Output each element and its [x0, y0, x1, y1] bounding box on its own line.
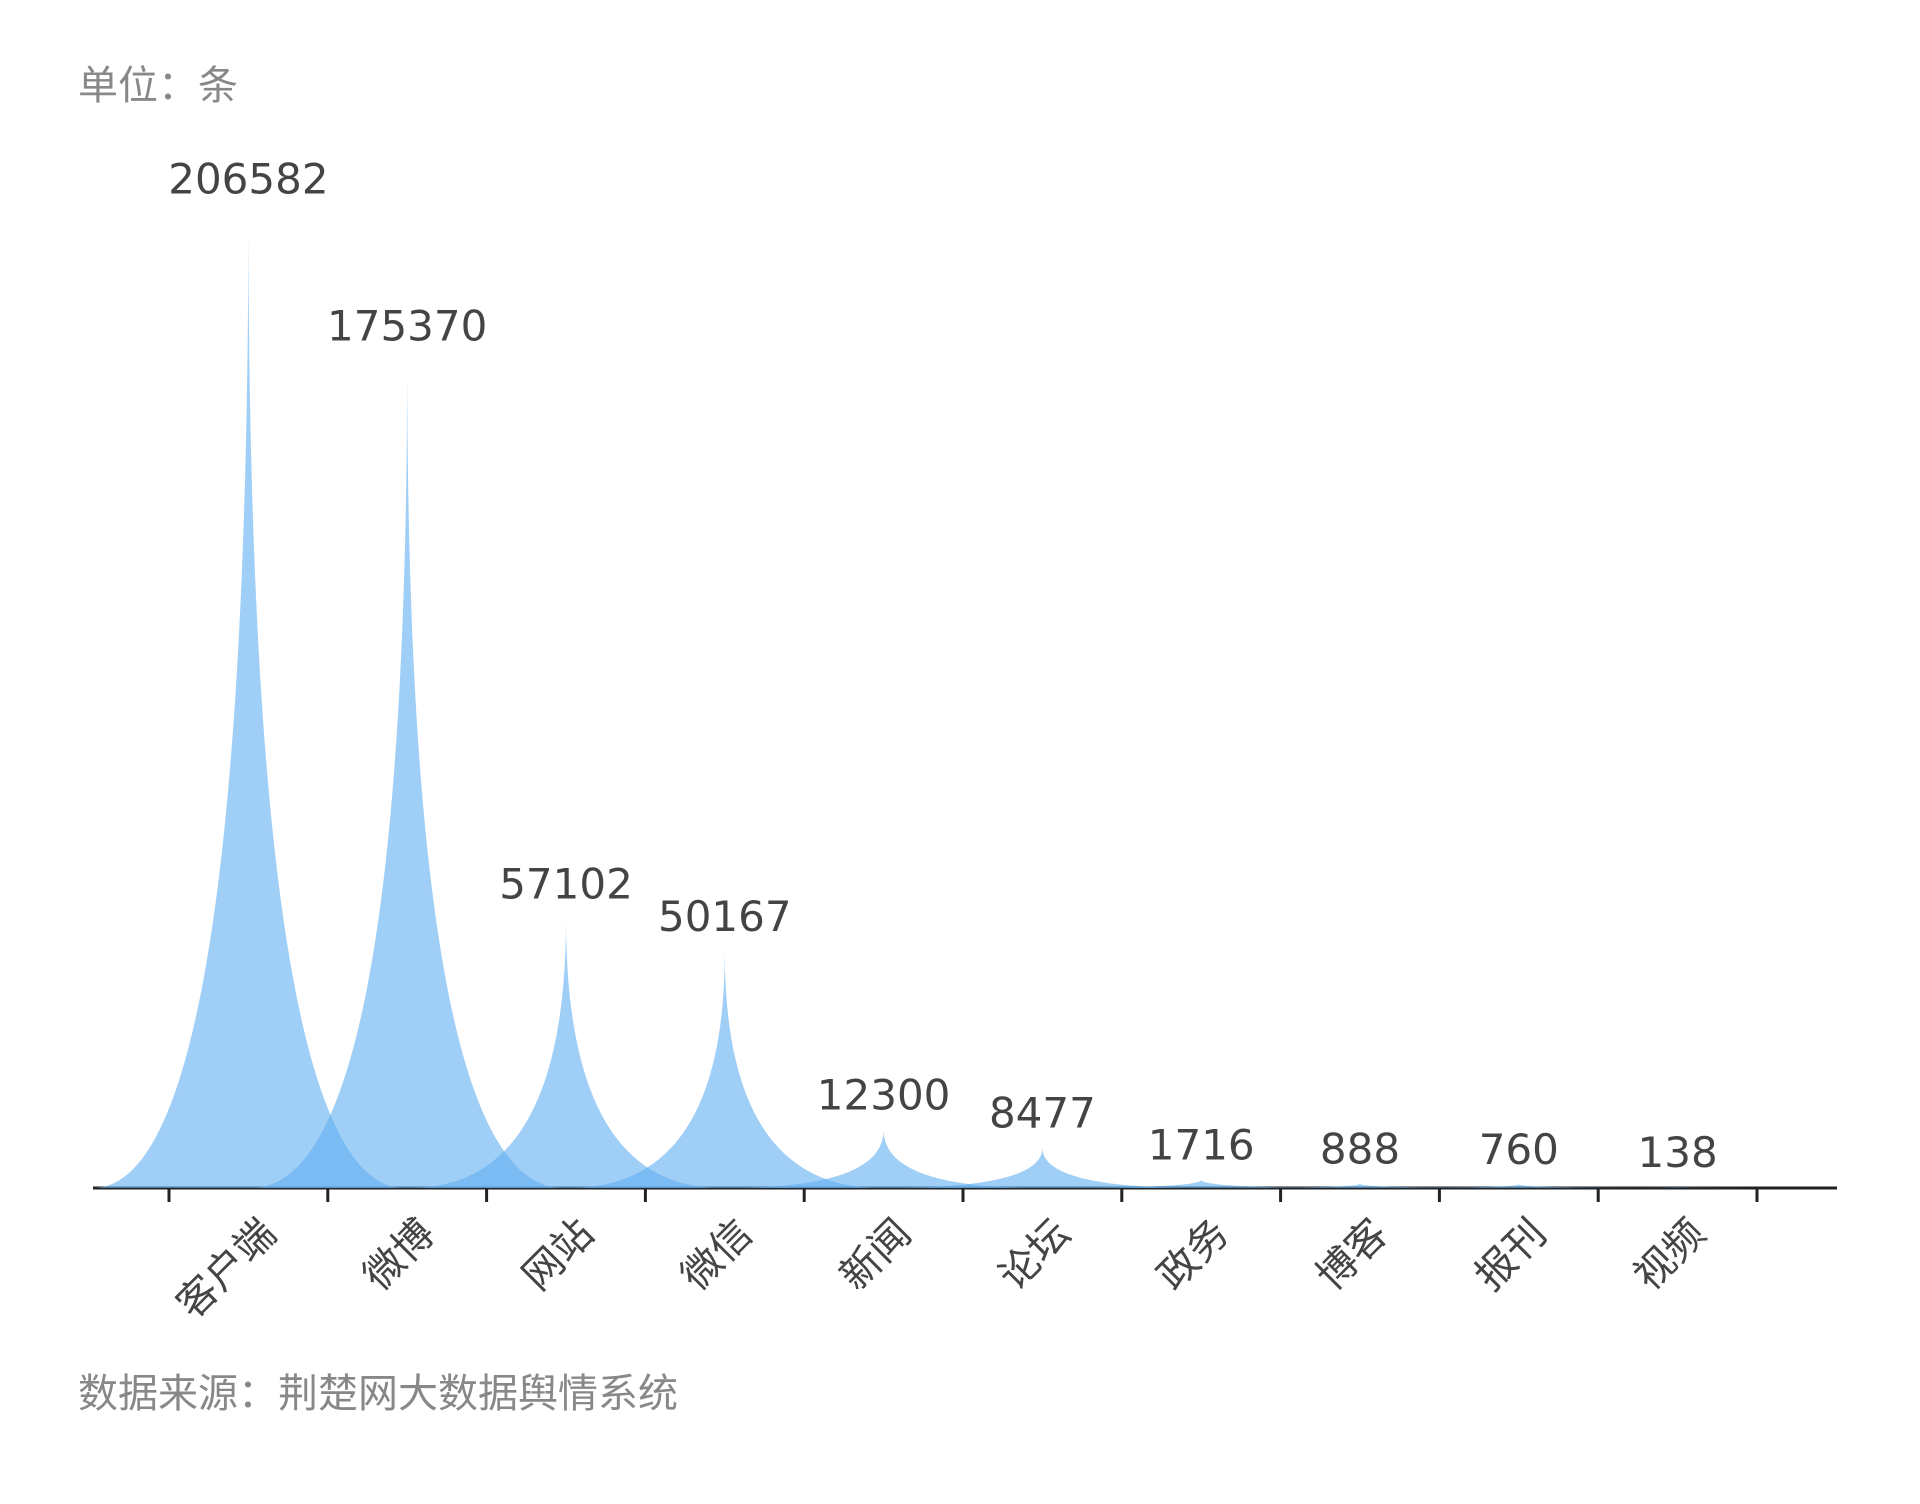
- x-tick-label: 报刊: [1467, 1210, 1556, 1299]
- value-label: 12300: [817, 1071, 951, 1120]
- value-label: 760: [1479, 1125, 1559, 1174]
- spike: [1045, 1179, 1357, 1188]
- x-tick-label: 客户端: [168, 1210, 285, 1327]
- x-tick-label: 微博: [355, 1210, 444, 1299]
- x-tick-label: 新闻: [831, 1210, 920, 1299]
- value-label: 8477: [989, 1089, 1096, 1138]
- value-label: 50167: [658, 892, 792, 941]
- spike: [1363, 1184, 1675, 1188]
- spike: [92, 214, 405, 1188]
- spike: [886, 1148, 1199, 1188]
- value-label: 138: [1638, 1128, 1718, 1177]
- value-label: 206582: [168, 155, 328, 204]
- value-label: 175370: [327, 302, 487, 351]
- value-label: 888: [1320, 1124, 1400, 1173]
- spike: [727, 1130, 1040, 1188]
- spike: [410, 918, 722, 1188]
- x-tick-label: 视频: [1625, 1210, 1714, 1299]
- x-tick-label: 网站: [514, 1210, 603, 1299]
- x-tick-label: 微信: [673, 1210, 762, 1299]
- spike: [569, 951, 881, 1188]
- spike: [251, 361, 563, 1188]
- x-tick-label: 政务: [1149, 1210, 1238, 1299]
- value-label: 57102: [499, 859, 633, 908]
- spike: [1521, 1187, 1834, 1188]
- unit-label: 单位：条: [78, 63, 238, 109]
- x-tick-label: 博客: [1308, 1210, 1397, 1299]
- x-tick-label: 论坛: [990, 1210, 1079, 1299]
- spike: [1204, 1183, 1516, 1188]
- source-label: 数据来源：荆楚网大数据舆情系统: [78, 1371, 678, 1417]
- value-label: 1716: [1148, 1120, 1255, 1169]
